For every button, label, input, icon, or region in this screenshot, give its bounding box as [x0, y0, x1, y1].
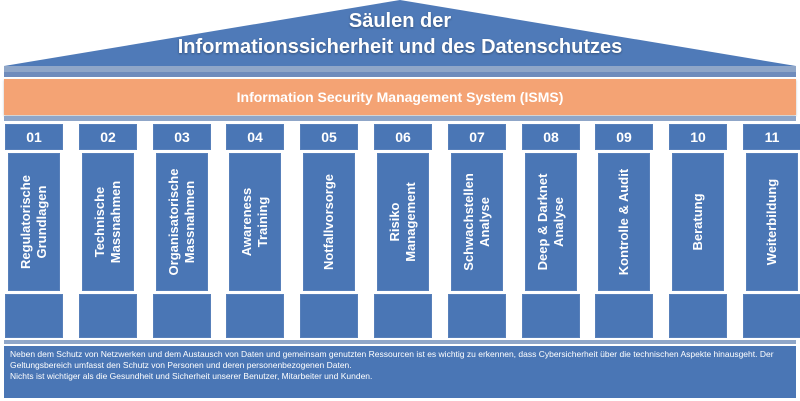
- pillar-number: 07: [448, 124, 506, 150]
- pillar-shaft: Schwachstellen Analyse: [451, 153, 503, 291]
- pillar-base: [595, 294, 653, 338]
- pillar-label-line-1: Awareness: [239, 187, 254, 257]
- pillar-number: 03: [153, 124, 211, 150]
- pillar-01: 01 Regulatorische Grundlagen: [5, 124, 63, 338]
- pillar-label-line-2: Training: [255, 196, 270, 248]
- pillar-number: 05: [300, 124, 358, 150]
- pillar-label-line-2: Management: [403, 182, 418, 262]
- roof-band-bottom: [4, 72, 796, 77]
- pillar-label: Risiko Management: [387, 155, 419, 289]
- pillar-label-line-1: Beratung: [690, 193, 705, 251]
- pillar-label-line-1: Schwachstellen: [461, 173, 476, 271]
- floor-band: [4, 340, 796, 344]
- pillar-shaft: Kontrolle & Audit: [598, 153, 650, 291]
- pillar-shaft: Weiterbildung: [746, 153, 798, 291]
- pillar-label: Beratung: [690, 155, 706, 289]
- title-line-2: Informationssicherheit und des Datenschu…: [177, 36, 623, 58]
- pillar-number: 01: [5, 124, 63, 150]
- isms-beam: Information Security Management System (…: [4, 79, 796, 115]
- pillar-06: 06 Risiko Management: [374, 124, 432, 338]
- pillar-07: 07 Schwachstellen Analyse: [448, 124, 506, 338]
- pillar-base: [226, 294, 284, 338]
- pillar-label: Awareness Training: [239, 155, 271, 289]
- pillar-shaft: Notfallvorsorge: [303, 153, 355, 291]
- footer-paragraph-1: Neben dem Schutz von Netzwerken und dem …: [10, 349, 774, 370]
- pillar-label-line-2: Massnahmen: [182, 180, 197, 264]
- pillar-label-line-1: Organisatorische: [166, 168, 181, 276]
- pillar-number: 11: [743, 124, 800, 150]
- footer-paragraph-2: Nichts ist wichtiger als die Gesundheit …: [10, 371, 373, 381]
- pillar-label-line-2: Massnahmen: [108, 180, 123, 264]
- footer-text-box: Neben dem Schutz von Netzwerken und dem …: [4, 346, 796, 398]
- pillar-label-line-1: Weiterbildung: [764, 178, 779, 266]
- pillar-03: 03 Organisatorische Massnahmen: [153, 124, 211, 338]
- pillar-number: 04: [226, 124, 284, 150]
- roof-band-top: [4, 66, 796, 72]
- pillar-label-line-1: Deep & Darknet: [535, 173, 550, 271]
- pillar-label: Regulatorische Grundlagen: [18, 155, 50, 289]
- pillar-label: Kontrolle & Audit: [616, 155, 632, 289]
- pillar-base: [374, 294, 432, 338]
- pillar-base: [669, 294, 727, 338]
- pillar-number: 09: [595, 124, 653, 150]
- pillar-label: Technische Massnahmen: [92, 155, 124, 289]
- pillar-shaft: Awareness Training: [229, 153, 281, 291]
- pillar-base: [300, 294, 358, 338]
- pillar-shaft: Risiko Management: [377, 153, 429, 291]
- pillar-shaft: Deep & Darknet Analyse: [525, 153, 577, 291]
- pillar-04: 04 Awareness Training: [226, 124, 284, 338]
- pillar-base: [5, 294, 63, 338]
- pillar-label: Schwachstellen Analyse: [461, 155, 493, 289]
- isms-label: Information Security Management System (…: [236, 89, 564, 105]
- pillar-label: Organisatorische Massnahmen: [166, 155, 198, 289]
- pillar-shaft: Technische Massnahmen: [82, 153, 134, 291]
- pillar-10: 10 Beratung: [669, 124, 727, 338]
- pillar-05: 05 Notfallvorsorge: [300, 124, 358, 338]
- pillar-base: [522, 294, 580, 338]
- pillar-08: 08 Deep & Darknet Analyse: [522, 124, 580, 338]
- title-line-1: Säulen der: [348, 10, 452, 32]
- pillar-base: [448, 294, 506, 338]
- diagram-title: Säulen der Informationssicherheit und de…: [0, 8, 800, 60]
- pillar-label-line-2: Analyse: [551, 197, 566, 247]
- pillar-label: Notfallvorsorge: [321, 155, 337, 289]
- pillar-11: 11 Weiterbildung: [743, 124, 800, 338]
- pillar-number: 10: [669, 124, 727, 150]
- pillar-number: 06: [374, 124, 432, 150]
- capital-band: [4, 116, 796, 121]
- pillar-label: Deep & Darknet Analyse: [535, 155, 567, 289]
- pillar-label-line-1: Kontrolle & Audit: [616, 168, 631, 276]
- pillar-label-line-1: Risiko: [387, 202, 402, 242]
- pillar-base: [153, 294, 211, 338]
- pillar-number: 08: [522, 124, 580, 150]
- pillar-label-line-1: Technische: [92, 186, 107, 258]
- pillar-02: 02 Technische Massnahmen: [79, 124, 137, 338]
- roof-pediment: [4, 0, 796, 66]
- pillar-number: 02: [79, 124, 137, 150]
- pillar-shaft: Regulatorische Grundlagen: [8, 153, 60, 291]
- pillar-base: [743, 294, 800, 338]
- pillar-shaft: Organisatorische Massnahmen: [156, 153, 208, 291]
- pillar-label-line-1: Regulatorische: [18, 175, 33, 269]
- pillar-base: [79, 294, 137, 338]
- pillar-label-line-2: Grundlagen: [34, 185, 49, 259]
- pillar-label-line-2: Analyse: [477, 197, 492, 247]
- pillar-09: 09 Kontrolle & Audit: [595, 124, 653, 338]
- pillar-label-line-1: Notfallvorsorge: [321, 173, 336, 271]
- pillar-shaft: Beratung: [672, 153, 724, 291]
- pillar-label: Weiterbildung: [764, 155, 780, 289]
